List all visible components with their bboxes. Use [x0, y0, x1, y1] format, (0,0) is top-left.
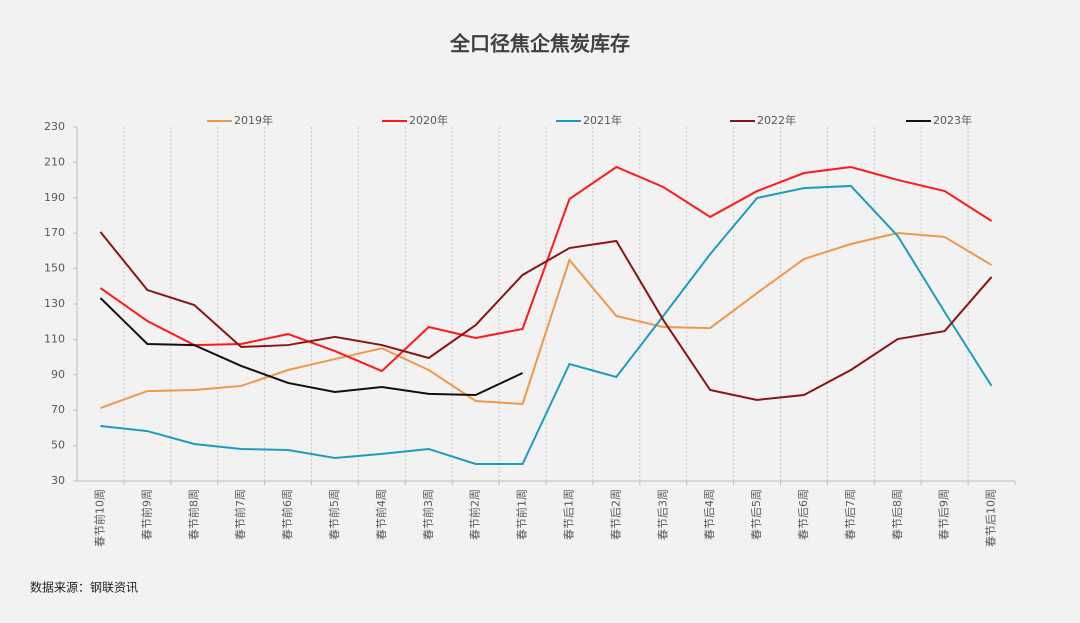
x-tick-label: 春节前2周 [468, 489, 482, 540]
legend-label: 2022年 [757, 113, 796, 127]
chart-title: 全口径焦企焦炭库存 [449, 32, 630, 56]
x-tick-label: 春节后1周 [562, 489, 575, 540]
legend-label: 2023年 [933, 113, 972, 127]
y-tick-label: 110 [44, 332, 65, 345]
x-tick-label: 春节前4周 [374, 489, 388, 540]
y-tick-label: 70 [51, 403, 65, 416]
y-tick-label: 130 [44, 297, 65, 310]
legend-label: 2019年 [234, 113, 273, 127]
x-tick-label: 春节前1周 [515, 489, 529, 540]
y-tick-label: 190 [44, 191, 65, 204]
x-tick-label: 春节前10周 [92, 489, 106, 547]
legend-label: 2020年 [409, 113, 448, 127]
x-tick-label: 春节前5周 [327, 489, 341, 540]
series-line [99, 297, 523, 396]
y-tick-label: 230 [44, 120, 65, 133]
x-tick-label: 春节前8周 [186, 489, 200, 540]
y-tick-label: 90 [51, 368, 65, 381]
series-line [100, 184, 993, 466]
x-tick-label: 春节后6周 [797, 489, 810, 540]
x-tick-label: 春节后3周 [656, 489, 669, 540]
x-tick-label: 春节后8周 [891, 489, 904, 540]
y-tick-label: 150 [44, 262, 65, 275]
x-tick-label: 春节前6周 [280, 489, 294, 540]
x-tick-label: 春节后9周 [938, 489, 951, 540]
series-line [99, 231, 993, 401]
x-tick-label: 春节后10周 [985, 489, 998, 547]
series-line [99, 165, 993, 373]
x-tick-label: 春节后5周 [750, 489, 763, 540]
y-tick-label: 30 [51, 474, 65, 487]
series-line [100, 232, 993, 410]
y-tick-label: 210 [44, 155, 65, 168]
x-tick-label: 春节后4周 [703, 489, 716, 540]
x-tick-label: 春节前3周 [421, 489, 435, 540]
legend-label: 2021年 [583, 113, 622, 127]
source-note: 数据来源：钢联资讯 [30, 580, 138, 595]
y-tick-label: 50 [51, 439, 65, 452]
y-tick-label: 170 [44, 226, 65, 239]
x-tick-label: 春节前9周 [139, 489, 153, 540]
x-tick-label: 春节前7周 [233, 489, 247, 540]
x-tick-label: 春节后7周 [844, 489, 857, 540]
x-tick-label: 春节后2周 [609, 489, 622, 540]
